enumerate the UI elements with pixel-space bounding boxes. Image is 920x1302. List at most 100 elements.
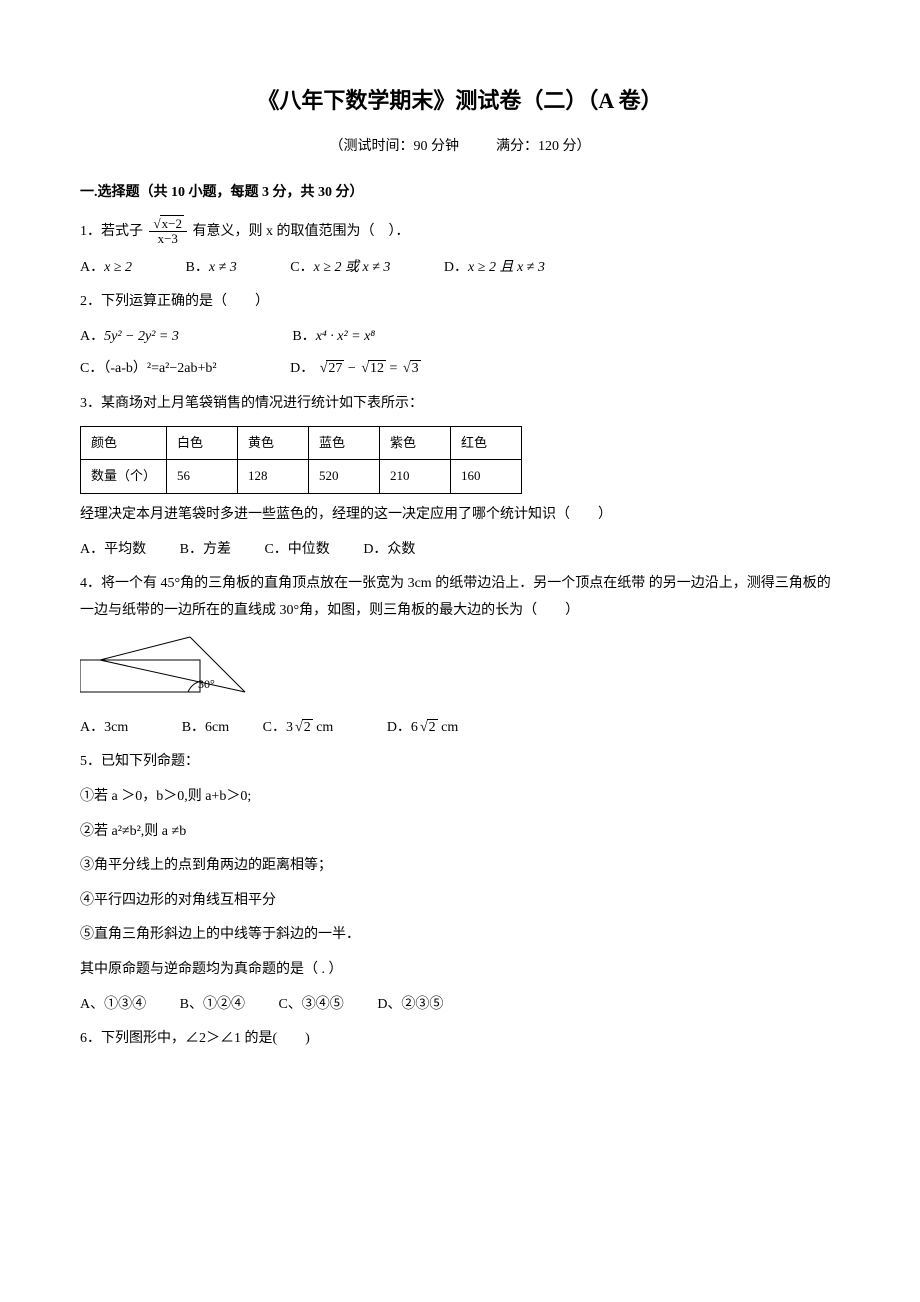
radicand: 2 [302, 719, 313, 735]
q4-opt-a: A．3cm [80, 715, 128, 742]
label: D． [444, 260, 468, 275]
q5-s4: ④平行四边形的对角线互相平分 [80, 888, 840, 915]
line [100, 637, 190, 660]
eq: = [390, 361, 401, 376]
label: A． [80, 260, 104, 275]
unit: cm [438, 720, 459, 735]
section-1-heading: 一.选择题（共 10 小题，每题 3 分，共 30 分） [80, 180, 840, 207]
q4-opt-c: C．3 2 cm [263, 715, 334, 742]
q3-opt-a: A．平均数 [80, 537, 146, 564]
full-score: 满分：120 分） [496, 139, 591, 154]
cell: 红色 [451, 426, 522, 460]
q5-ask: 其中原命题与逆命题均为真命题的是（ . ） [80, 957, 840, 984]
page-title: 《八年下数学期末》测试卷（二）（A 卷） [80, 80, 840, 122]
q1-opt-a: A．x ≥ 2 [80, 255, 132, 282]
sqrt-icon: 12 [359, 356, 386, 383]
q1-den: x−3 [149, 232, 187, 246]
q4-opt-b: B．6cm [182, 715, 229, 742]
angle-label: 30° [198, 677, 215, 691]
math: x ≥ 2 或 x ≠ 3 [314, 260, 391, 275]
q3-opt-d: D．众数 [363, 537, 415, 564]
question-6: 6．下列图形中，∠2＞∠1 的是( ) [80, 1026, 840, 1053]
math: x⁴ · x² = x⁸ [316, 329, 376, 344]
line [100, 660, 245, 692]
q1-num: x−2 [160, 215, 184, 231]
minus: − [348, 361, 359, 376]
label: B． [292, 329, 315, 344]
q2-options-row2: C．（-a-b）²=a²−2ab+b² D． 27 − 12 = 3 [80, 356, 840, 383]
q3-options: A．平均数 B．方差 C．中位数 D．众数 [80, 537, 840, 564]
radicand: 3 [410, 360, 421, 376]
label: B． [186, 260, 209, 275]
cell: 128 [238, 460, 309, 494]
math: 5y² − 2y² = 3 [104, 329, 179, 344]
q2-options-row1: A．5y² − 2y² = 3 B．x⁴ · x² = x⁸ [80, 324, 840, 351]
cell: 56 [167, 460, 238, 494]
q5-opt-c: C、③④⑤ [278, 992, 343, 1019]
q1-opt-b: B．x ≠ 3 [186, 255, 237, 282]
q2-opt-d: D． 27 − 12 = 3 [290, 356, 421, 383]
q5-opt-b: B、①②④ [180, 992, 245, 1019]
question-1: 1．若式子 x−2 x−3 有意义，则 x 的取值范围为（ ）． [80, 217, 840, 247]
cell: 520 [309, 460, 380, 494]
sqrt-icon: x−2 [152, 217, 184, 231]
q2-opt-b: B．x⁴ · x² = x⁸ [292, 324, 375, 351]
q1-stem-suffix: 有意义，则 x 的取值范围为（ ）． [192, 224, 409, 239]
label: A． [80, 329, 104, 344]
q4-opt-d: D．6 2 cm [387, 715, 458, 742]
table-row: 数量（个） 56 128 520 210 160 [81, 460, 522, 494]
cell: 160 [451, 460, 522, 494]
q1-fraction: x−2 x−3 [149, 217, 187, 247]
table-row: 颜色 白色 黄色 蓝色 紫色 红色 [81, 426, 522, 460]
sqrt-icon: 3 [401, 356, 421, 383]
q2-opt-c: C．（-a-b）²=a²−2ab+b² [80, 356, 217, 383]
q3-table: 颜色 白色 黄色 蓝色 紫色 红色 数量（个） 56 128 520 210 1… [80, 426, 522, 494]
page-subtitle: （测试时间：90 分钟 满分：120 分） [80, 134, 840, 161]
q1-opt-c: C．x ≥ 2 或 x ≠ 3 [290, 255, 390, 282]
cell: 蓝色 [309, 426, 380, 460]
label: C．3 [263, 720, 293, 735]
radicand: 27 [326, 360, 344, 376]
sqrt-icon: 2 [293, 715, 313, 742]
label: C． [290, 260, 313, 275]
radicand: 12 [368, 360, 386, 376]
math: x ≠ 3 [209, 260, 237, 275]
q1-options: A．x ≥ 2 B．x ≠ 3 C．x ≥ 2 或 x ≠ 3 D．x ≥ 2 … [80, 255, 840, 282]
q4-options: A．3cm B．6cm C．3 2 cm D．6 2 cm [80, 715, 840, 742]
test-time: （测试时间：90 分钟 [330, 139, 460, 154]
question-3: 3．某商场对上月笔袋销售的情况进行统计如下表所示： [80, 391, 840, 418]
cell: 紫色 [380, 426, 451, 460]
cell: 黄色 [238, 426, 309, 460]
triangle-diagram-icon: 30° [80, 632, 260, 698]
question-2: 2．下列运算正确的是（ ） [80, 289, 840, 316]
q3-opt-c: C．中位数 [264, 537, 329, 564]
math: x ≥ 2 且 x ≠ 3 [468, 260, 545, 275]
label: D． [290, 361, 314, 376]
q5-opt-a: A、①③④ [80, 992, 146, 1019]
q5-options: A、①③④ B、①②④ C、③④⑤ D、②③⑤ [80, 992, 840, 1019]
unit: cm [313, 720, 334, 735]
q1-opt-d: D．x ≥ 2 且 x ≠ 3 [444, 255, 545, 282]
rect [80, 660, 200, 692]
q5-opt-d: D、②③⑤ [377, 992, 443, 1019]
sqrt-icon: 2 [418, 715, 438, 742]
sqrt-icon: 27 [318, 356, 345, 383]
cell: 颜色 [81, 426, 167, 460]
q4-figure: 30° [80, 632, 840, 709]
label: D．6 [387, 720, 418, 735]
q3-after: 经理决定本月进笔袋时多进一些蓝色的，经理的这一决定应用了哪个统计知识（ ） [80, 502, 840, 529]
q3-opt-b: B．方差 [180, 537, 231, 564]
q1-stem-prefix: 1．若式子 [80, 224, 143, 239]
q5-s5: ⑤直角三角形斜边上的中线等于斜边的一半． [80, 922, 840, 949]
radicand: 2 [427, 719, 438, 735]
q5-s3: ③角平分线上的点到角两边的距离相等； [80, 853, 840, 880]
question-4: 4．将一个有 45°角的三角板的直角顶点放在一张宽为 3cm 的纸带边沿上．另一… [80, 571, 840, 624]
q2-opt-a: A．5y² − 2y² = 3 [80, 324, 179, 351]
q5-s1: ①若 a ＞0，b＞0,则 a+b＞0; [80, 784, 840, 811]
question-5: 5．已知下列命题： [80, 749, 840, 776]
cell: 数量（个） [81, 460, 167, 494]
math: x ≥ 2 [104, 260, 132, 275]
q5-s2: ②若 a²≠b²,则 a ≠b [80, 819, 840, 846]
cell: 210 [380, 460, 451, 494]
cell: 白色 [167, 426, 238, 460]
